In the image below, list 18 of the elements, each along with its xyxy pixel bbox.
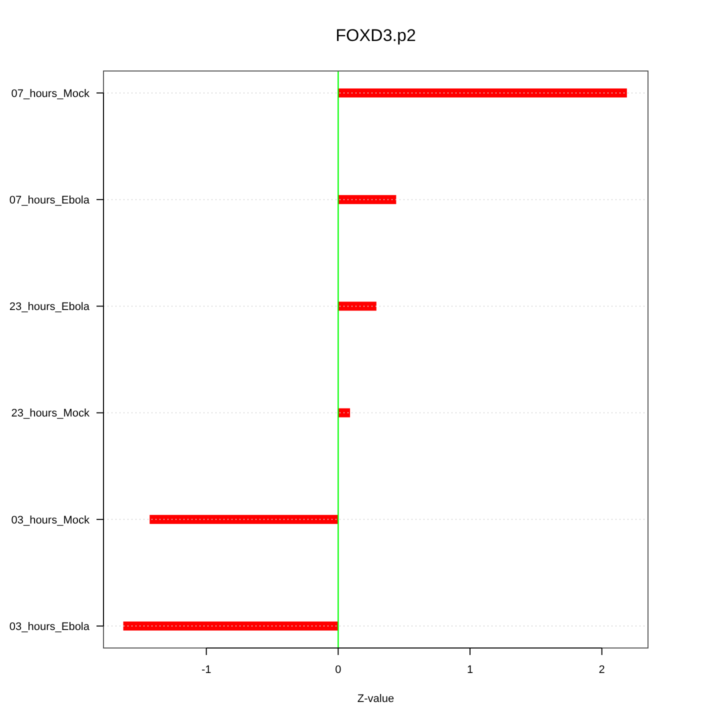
y-tick-label: 23_hours_Ebola [9, 301, 90, 314]
bar [338, 195, 396, 204]
x-axis-title: Z-value [357, 693, 394, 705]
y-tick-label: 03_hours_Ebola [9, 620, 90, 633]
y-tick-label: 03_hours_Mock [11, 514, 90, 526]
bar [123, 622, 338, 631]
bar [338, 302, 376, 311]
y-tick-label: 07_hours_Mock [11, 88, 90, 100]
bar [150, 514, 338, 524]
x-tick-label: 1 [466, 664, 474, 676]
x-tick-label: 2 [598, 664, 605, 676]
x-tick-label: -1 [201, 664, 212, 676]
bar [338, 408, 350, 418]
chart-title: FOXD3.p2 [336, 26, 416, 45]
y-tick-label: 07_hours_Ebola [9, 194, 90, 206]
y-tick-label: 23_hours_Mock [11, 408, 90, 420]
x-tick-label: 0 [335, 664, 342, 676]
bar [338, 88, 627, 98]
